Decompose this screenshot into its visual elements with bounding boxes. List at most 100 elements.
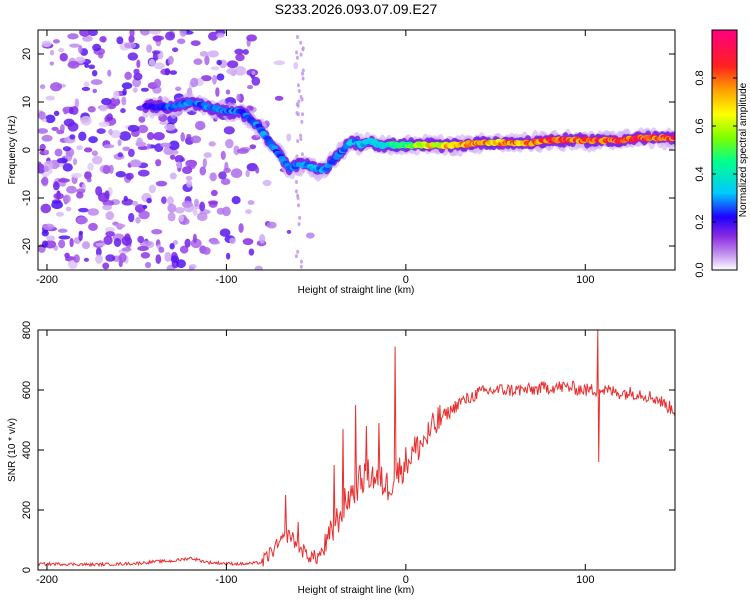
heatmap-noise-blob <box>107 69 112 77</box>
heatmap-y-tick-label: 0 <box>21 147 33 153</box>
heatmap-y-tick-label: -10 <box>21 190 33 206</box>
heatmap-noise-blob <box>295 55 299 60</box>
heatmap-noise-blob <box>81 86 91 91</box>
heatmap-noise-blob <box>52 181 60 191</box>
heatmap-noise-blob <box>172 47 179 53</box>
heatmap-ridge <box>141 92 675 182</box>
heatmap-noise-blob <box>127 124 140 132</box>
heatmap-noise-blob <box>67 33 79 40</box>
heatmap-noise-blob <box>152 35 163 42</box>
heatmap-noise-blob <box>212 74 217 85</box>
heatmap-noise-blob <box>210 240 220 245</box>
heatmap-noise-blob <box>110 129 121 139</box>
heatmap-noise-blob <box>132 87 138 93</box>
heatmap-noise-blob <box>220 178 231 186</box>
heatmap-noise-blob <box>58 47 65 53</box>
heatmap-noise-blob <box>120 108 126 114</box>
heatmap-noise-blob <box>172 240 179 245</box>
heatmap-noise-blob <box>210 66 220 71</box>
heatmap-noise-blob <box>230 168 243 179</box>
colorbar-ticks: 0.0 0.2 0.4 0.6 0.8 <box>694 70 737 278</box>
heatmap-noise-blob <box>62 163 73 172</box>
heatmap-noise-blob <box>80 115 92 126</box>
heatmap-noise-blob <box>238 223 244 233</box>
heatmap-noise-blob <box>78 45 83 54</box>
heatmap-noise-blob <box>64 252 70 259</box>
heatmap-noise-blob <box>299 259 303 264</box>
heatmap-noise-blob <box>81 241 91 250</box>
colorbar-tick-label: 0.0 <box>694 262 706 277</box>
heatmap-noise-blob <box>41 229 49 237</box>
heatmap-noise-blob <box>84 63 89 68</box>
snr-x-tick-label: -100 <box>215 574 237 586</box>
heatmap-noise-blob <box>158 246 165 253</box>
heatmap-noise-blob <box>194 198 199 207</box>
heatmap-noise-blob <box>305 232 315 239</box>
heatmap-noise-blob <box>273 60 286 66</box>
heatmap-noise-blob <box>296 249 300 254</box>
heatmap-noise-blob <box>210 189 218 197</box>
heatmap-noise-blob <box>196 212 208 222</box>
heatmap-noise-blob <box>299 94 303 99</box>
heatmap-noise-blob <box>90 79 103 85</box>
heatmap-noise-blob <box>293 62 299 70</box>
heatmap-noise-blob <box>299 52 303 57</box>
heatmap-noise-blob <box>88 222 98 231</box>
heatmap-noise-blob <box>121 82 133 90</box>
heatmap-noise-blob <box>297 88 301 93</box>
heatmap-noise-blob <box>225 138 234 149</box>
heatmap-noise-blob <box>88 64 96 70</box>
heatmap-noise-blob <box>41 240 48 248</box>
heatmap-noise-blob <box>117 152 123 158</box>
heatmap-noise-blob <box>237 148 249 154</box>
heatmap-y-ticks: -20 -10 0 10 20 <box>21 48 675 254</box>
heatmap-noise-blob <box>124 71 132 81</box>
heatmap-noise-blob <box>186 179 193 188</box>
heatmap-noise-blob <box>137 124 149 134</box>
heatmap-noise-blob <box>114 223 126 229</box>
heatmap-noise-blob <box>123 195 128 202</box>
heatmap-noise-blob <box>297 99 301 104</box>
heatmap-noise-blob <box>297 203 301 208</box>
heatmap-noise-blob <box>299 264 303 269</box>
heatmap-noise-blob <box>142 204 148 209</box>
heatmap-noise-blob <box>247 200 255 205</box>
heatmap-noise-blob <box>106 113 113 121</box>
heatmap-noise-blob <box>146 132 155 141</box>
heatmap-noise-blob <box>103 144 115 149</box>
heatmap-noise-blob <box>74 98 80 108</box>
heatmap-noise-blob <box>296 139 300 144</box>
heatmap-noise-blob <box>223 126 235 135</box>
heatmap-noise-blob <box>209 172 217 182</box>
snr-line <box>38 330 675 568</box>
heatmap-noise-blob <box>124 42 137 49</box>
heatmap-noise-blob <box>135 216 141 224</box>
snr-x-tick-label: -200 <box>36 574 58 586</box>
heatmap-y-tick-label: -20 <box>21 238 33 254</box>
heatmap-noise-blob <box>294 180 298 185</box>
heatmap-noise-blob <box>69 237 74 248</box>
heatmap-noise-blob <box>91 150 99 157</box>
heatmap-noise-blob <box>41 40 52 48</box>
heatmap-noise-blob <box>62 146 72 152</box>
heatmap-noise-blob <box>58 235 71 240</box>
heatmap-noise-blob <box>178 214 184 222</box>
heatmap-noise-blob <box>180 132 186 142</box>
heatmap-noise-blob <box>223 167 231 174</box>
heatmap-noise-blob <box>109 97 121 107</box>
heatmap-noise-blob <box>242 48 249 55</box>
heatmap-noise-blob <box>190 40 201 46</box>
heatmap-noise-blob <box>66 185 77 194</box>
heatmap-noise-blob <box>117 139 122 147</box>
heatmap-noise-blob <box>87 208 99 216</box>
heatmap-noise-blob <box>208 31 219 41</box>
heatmap-noise-blob <box>67 60 80 69</box>
heatmap-noise-blob <box>122 88 127 96</box>
colorbar-tick-label: 0.4 <box>694 166 706 181</box>
heatmap-noise-blob <box>129 30 135 37</box>
heatmap-noise-blob <box>226 60 239 69</box>
heatmap-noise-blob <box>140 87 149 92</box>
heatmap-noise-blob <box>207 50 219 58</box>
heatmap-noise-blob <box>95 254 103 264</box>
heatmap-x-ticks: -200 -100 0 100 <box>36 30 594 286</box>
